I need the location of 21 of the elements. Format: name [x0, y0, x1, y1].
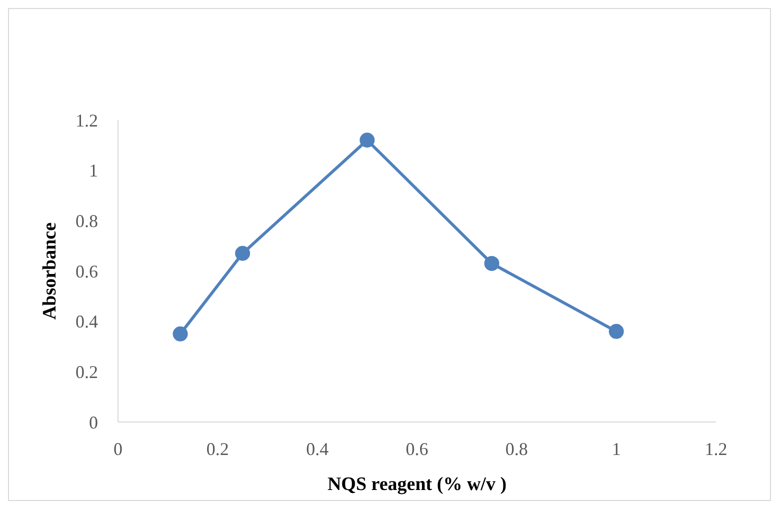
x-tick-label: 1	[612, 438, 621, 459]
point	[360, 132, 375, 148]
y-tick-label: 0.6	[76, 261, 98, 282]
y-tick-label: 1.2	[76, 110, 98, 130]
x-tick-label: 1.2	[704, 438, 728, 459]
point	[484, 256, 500, 271]
x-tick-label: 0.4	[306, 438, 329, 459]
y-tick-label: 0.8	[76, 211, 98, 232]
x-tick-label: 0	[114, 438, 122, 459]
y-tick-label: 0.4	[76, 312, 98, 332]
y-axis-title: Absorbance	[40, 222, 61, 320]
x-tick-label: 0.8	[505, 438, 528, 459]
point	[172, 326, 188, 342]
point	[235, 246, 250, 261]
x-tick-label: 0.6	[406, 438, 428, 459]
y-tick-label: 0	[89, 412, 98, 432]
x-axis-title: NQS reagent (% w/v )	[327, 474, 507, 495]
point	[608, 324, 624, 339]
x-tick-label: 0.2	[206, 438, 229, 459]
y-tick-label: 1	[89, 160, 98, 181]
y-tick-label: 0.2	[76, 362, 98, 382]
